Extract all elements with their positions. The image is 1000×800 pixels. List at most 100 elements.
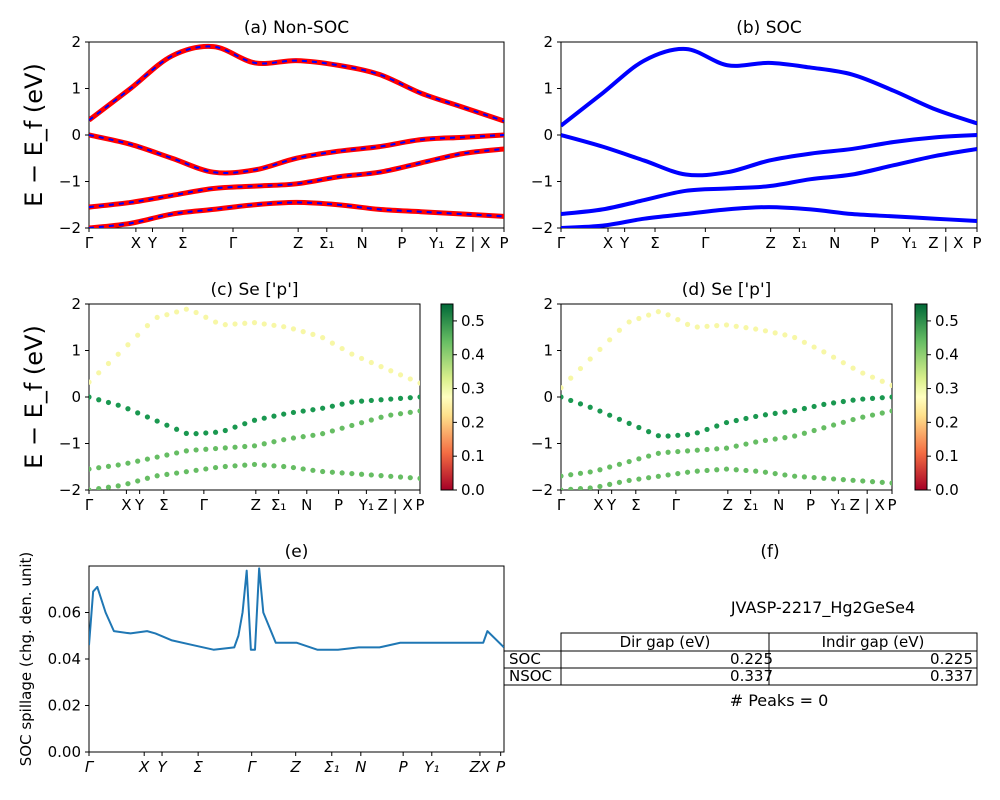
panel-c-point: [358, 398, 365, 404]
panel-d-point: [772, 330, 778, 336]
panel-d-xtick-label: Γ: [672, 496, 681, 514]
panel-d-point: [840, 360, 846, 366]
panel-c-point: [212, 429, 219, 435]
panel-d-point: [860, 396, 866, 402]
panel-c-xtick-label: Y: [134, 496, 145, 514]
panel-c-point: [407, 376, 413, 382]
panel-d-point: [684, 469, 691, 475]
panel-c-point: [232, 444, 238, 450]
panel-d-point: [577, 365, 584, 372]
panel-d-point: [626, 420, 632, 426]
panel-d-point: [568, 486, 574, 490]
panel-a-xtick-label: Y: [147, 234, 158, 252]
soc-dir-gap: 0.225: [730, 650, 773, 668]
panel-c-point: [290, 409, 297, 416]
panel-a-xtick-label: Σ: [178, 234, 187, 252]
panel-d-point: [811, 344, 817, 350]
panel-c-point: [397, 474, 404, 480]
panel-d-point: [665, 433, 671, 439]
panel-c-point: [89, 466, 92, 472]
row-label-nsoc: NSOC: [509, 667, 552, 685]
panel-c-point: [222, 427, 228, 434]
panel-d-point: [636, 476, 642, 482]
panel-c-point: [96, 486, 102, 490]
panel-c-point: [193, 309, 199, 316]
panel-a-xtick-label: Σ₁: [319, 234, 335, 252]
panel-c-point: [358, 471, 365, 477]
panel-f-gap-table: (f) JVASP-2217_Hg2GeSe4 Dir gap (eV) Ind…: [503, 542, 978, 710]
panel-c-point: [242, 462, 248, 468]
panel-d-point: [655, 433, 661, 439]
panel-e-frame: [88, 565, 505, 753]
panel-d-point: [561, 473, 564, 479]
panel-b-xtick-label: Σ: [650, 234, 659, 252]
panel-d-point: [626, 458, 632, 465]
panel-c-point: [281, 463, 287, 470]
panel-c-point: [397, 411, 404, 417]
panel-d-point: [694, 468, 700, 474]
panel-c-point: [358, 355, 365, 362]
ylabel-energy-top: E − E_f (eV): [20, 63, 48, 207]
panel-c-point: [358, 420, 365, 426]
panel-d-point: [616, 461, 623, 467]
panel-c-point: [261, 415, 267, 421]
header-dir-gap: Dir gap (eV): [620, 633, 711, 651]
panel-d-point: [587, 404, 593, 410]
panel-c-point: [271, 322, 277, 328]
panel-c-point: [174, 309, 180, 315]
panel-c-point: [115, 483, 121, 489]
panel-d-point: [577, 486, 584, 490]
ylabel-energy-mid: E − E_f (eV): [20, 325, 48, 469]
panel-d-point: [869, 395, 876, 401]
panel-c-ytick-label: −1: [59, 435, 81, 453]
table-row-nsoc: [503, 667, 978, 686]
panel-d-point: [714, 446, 720, 452]
panel-d-point: [665, 472, 671, 478]
panel-b-xtick-label: P: [972, 234, 981, 252]
panel-c-point: [144, 475, 151, 481]
panel-e-xtick-label: Y₁: [424, 758, 439, 776]
panel-e-spillage: 0.060.040.020.00Γ X Y Σ Γ Z Σ₁ N P Y₁ ZX P(e)SOC sp…: [17, 542, 506, 776]
panel-c-point: [164, 312, 170, 318]
panel-c-point: [290, 326, 297, 332]
panel-d-point: [723, 419, 730, 426]
panel-d-xtick-label: Z: [723, 496, 733, 514]
panel-c-point: [242, 320, 248, 326]
panel-c-point: [203, 466, 209, 472]
panel-d-point: [568, 472, 574, 478]
panel-c-point: [271, 463, 277, 469]
panel-d-point: [655, 473, 661, 479]
panel-d-point: [704, 426, 710, 433]
panel-c-point: [290, 464, 297, 471]
panel-c-xtick-label: Γ: [200, 496, 209, 514]
panel-d-point: [733, 467, 739, 473]
panel-c-point: [154, 473, 160, 479]
panel-d-point: [607, 481, 613, 487]
colorbar-c-tick-label: 0.1: [461, 447, 485, 465]
panel-b-frame: [560, 41, 978, 229]
panel-e-xtick-label: Γ: [248, 758, 258, 776]
panel-d-xtick-label: N: [773, 496, 784, 514]
panel-d-point: [860, 478, 866, 484]
panel-d-point: [636, 456, 642, 462]
panel-c-point: [417, 380, 420, 386]
panel-d-point: [665, 449, 671, 455]
panel-d-point: [821, 349, 827, 355]
panel-c-point: [281, 437, 287, 443]
panel-d-xtick-label: P: [887, 496, 896, 514]
colorbar-c-tick-label: 0.2: [461, 413, 485, 431]
panel-c-point: [164, 422, 170, 428]
panel-c-point: [397, 395, 404, 401]
panel-d-point: [869, 412, 876, 418]
panel-c-point: [212, 445, 219, 452]
panel-b-xtick-label: Z: [766, 234, 776, 252]
colorbar-c-tick-label: 0.3: [461, 380, 485, 398]
panel-d-ytick-label: 2: [543, 295, 553, 313]
panel-c-point: [368, 359, 374, 366]
panel-d-point: [636, 424, 642, 431]
panel-d-point: [840, 477, 846, 483]
panel-c-point: [320, 468, 326, 475]
panel-d-point: [792, 334, 798, 341]
panel-c-point: [154, 314, 160, 321]
panel-d-point: [616, 416, 623, 422]
